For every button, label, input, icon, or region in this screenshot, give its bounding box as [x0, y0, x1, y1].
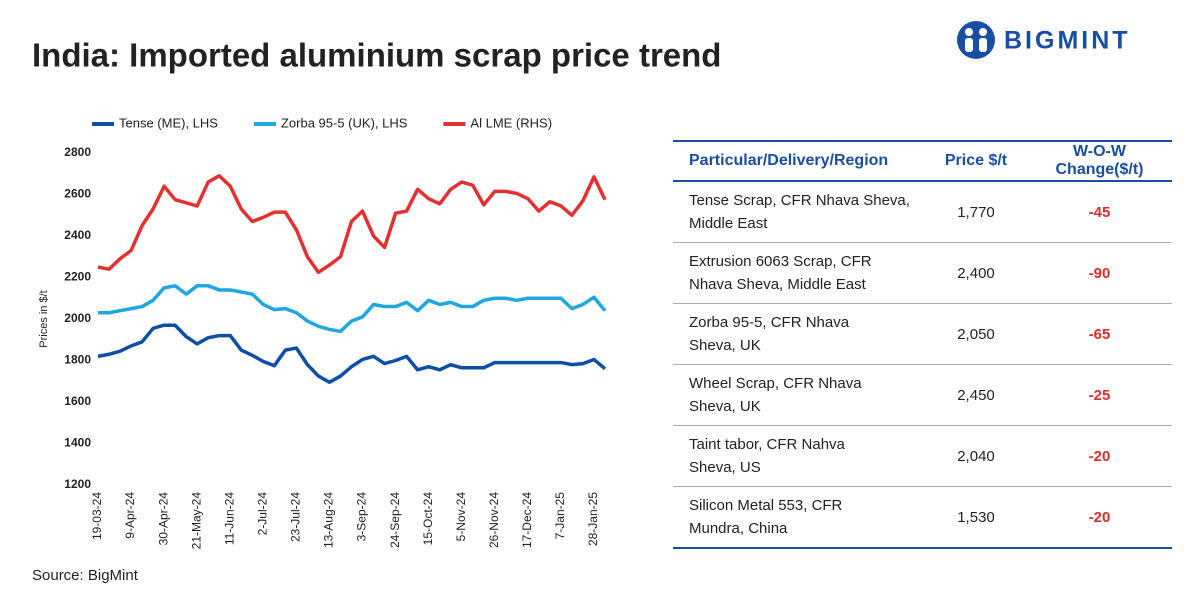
x-tick-label: 13-Aug-24 [322, 492, 336, 548]
cell-line: Silicon Metal 553, CFR [689, 497, 843, 514]
table-cell: Silicon Metal 553, CFR Mundra, China [673, 486, 925, 549]
y-tick-label: 2800 [64, 145, 91, 159]
table-cell: -20 [1027, 425, 1172, 487]
source: Source: BigMint [32, 567, 139, 584]
series-line [97, 323, 607, 385]
table-cell: Extrusion 6063 Scrap, CFR Nhava Sheva, Mi… [673, 242, 925, 304]
legend-label: Tense (ME), LHS [119, 115, 218, 130]
cell-line: Middle East [689, 215, 768, 232]
x-tick-label: 3-Sep-24 [355, 492, 369, 542]
x-tick-label: 17-Dec-24 [520, 492, 534, 548]
table-cell: Zorba 95-5, CFR Nhava Sheva, UK [673, 303, 925, 365]
x-tick-label: 24-Sep-24 [388, 492, 402, 548]
table-cell: 2,050 [925, 303, 1027, 365]
x-tick-label: 26-Nov-24 [487, 492, 501, 548]
table-cell: Tense Scrap, CFR Nhava Sheva, Middle East [673, 181, 925, 243]
cell-line: Extrusion 6063 Scrap, CFR [689, 253, 872, 270]
y-tick-label: 1200 [64, 477, 91, 491]
table-cell: Taint tabor, CFR Nahva Sheva, US [673, 425, 925, 487]
table-cell: 2,400 [925, 242, 1027, 304]
header-cell: W-O-W Change($/t) [1027, 140, 1172, 182]
table-row: Taint tabor, CFR Nahva Sheva, US 2,040 -20 [673, 425, 1172, 487]
table-cell: 2,040 [925, 425, 1027, 487]
table-cell: -25 [1027, 364, 1172, 426]
x-tick-label: 15-Oct-24 [421, 492, 435, 546]
table-cell: 1,770 [925, 181, 1027, 243]
cell-line: Mundra, China [689, 520, 788, 537]
table-row: Extrusion 6063 Scrap, CFR Nhava Sheva, Mi… [673, 242, 1172, 304]
table-cell: -65 [1027, 303, 1172, 365]
logo-icon [965, 28, 973, 36]
cell-line: Wheel Scrap, CFR Nhava [689, 375, 862, 392]
x-tick-label: 23-Jul-24 [289, 492, 303, 542]
x-tick-label: 7-Jan-25 [553, 492, 567, 540]
cell-line: Sheva, UK [689, 398, 761, 415]
table-row: Silicon Metal 553, CFR Mundra, China 1,530… [673, 486, 1172, 549]
x-tick-label: 5-Nov-24 [454, 492, 468, 542]
cell-line: Tense Scrap, CFR Nhava Sheva, [689, 192, 910, 209]
y-tick-label: 2000 [64, 311, 91, 325]
y-tick-label: 2400 [64, 228, 91, 242]
logo-icon [957, 21, 995, 59]
table-row: Wheel Scrap, CFR Nhava Sheva, UK 2,450 -25 [673, 364, 1172, 426]
legend-label: Zorba 95-5 (UK), LHS [281, 115, 408, 130]
series-line [97, 174, 607, 275]
logo-icon [979, 38, 987, 52]
header-cell: Particular/Delivery/Region [673, 140, 925, 182]
y-tick-label: 1600 [64, 394, 91, 408]
price-table: Particular/Delivery/Region Price $/t W-O-W… [673, 140, 1172, 549]
x-tick-label: 2-Jul-24 [255, 492, 269, 536]
table-cell: -90 [1027, 242, 1172, 304]
y-tick-label: 2600 [64, 187, 91, 201]
table-cell: 1,530 [925, 486, 1027, 549]
x-tick-label: 19-03-24 [90, 492, 104, 540]
logo: BIGMINT [957, 21, 1131, 59]
y-tick-label: 2200 [64, 270, 91, 284]
logo-icon [965, 38, 973, 52]
cell-line: Taint tabor, CFR Nahva [689, 436, 845, 453]
table-body: Tense Scrap, CFR Nhava Sheva, Middle East… [673, 181, 1172, 549]
table-row: Zorba 95-5, CFR Nhava Sheva, UK 2,050 -65 [673, 303, 1172, 365]
table-cell: -20 [1027, 486, 1172, 549]
chart-title: India: Imported aluminium scrap price tr… [32, 37, 721, 74]
cell-line: Nhava Sheva, Middle East [689, 276, 866, 293]
logo-text: BIGMINT [1004, 27, 1131, 55]
y-tick-label: 1800 [64, 353, 91, 367]
logo-icon [979, 28, 987, 36]
table-row: Tense Scrap, CFR Nhava Sheva, Middle East… [673, 181, 1172, 243]
table-cell: 2,450 [925, 364, 1027, 426]
x-tick-label: 28-Jan-25 [586, 492, 600, 546]
series-line [98, 284, 607, 334]
cell-line: Sheva, US [689, 459, 761, 476]
cell-line: Sheva, UK [689, 337, 761, 354]
y-tick-label: 1400 [64, 436, 91, 450]
legend-label: Al LME (RHS) [470, 115, 552, 130]
table-cell: -45 [1027, 181, 1172, 243]
x-tick-label: 11-Jun-24 [222, 492, 236, 545]
x-tick-label: 21-May-24 [189, 492, 203, 550]
y-axis-label: Prices in $/t [38, 290, 50, 347]
x-tick-label: 9-Apr-24 [123, 492, 137, 539]
cell-line: Zorba 95-5, CFR Nhava [689, 314, 850, 331]
table-header: Particular/Delivery/Region Price $/t W-O-W… [673, 140, 1172, 182]
table-cell: Wheel Scrap, CFR Nhava Sheva, UK [673, 364, 925, 426]
x-tick-label: 30-Apr-24 [156, 492, 170, 546]
header-cell: Price $/t [925, 140, 1027, 182]
